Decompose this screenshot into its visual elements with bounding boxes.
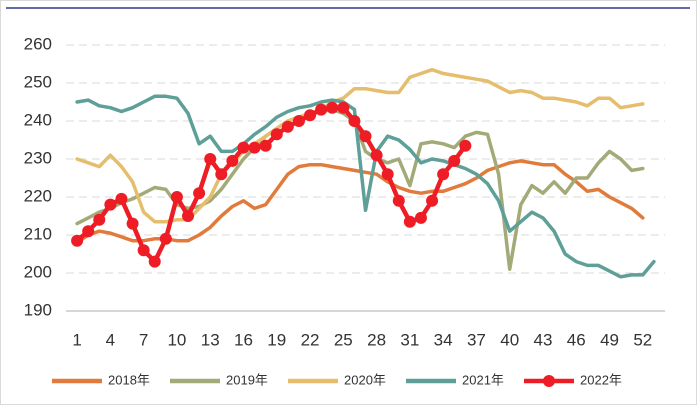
x-tick-label: 34 [434, 330, 453, 349]
point-marker [326, 101, 339, 114]
y-tick-label: 220 [24, 186, 52, 205]
x-tick-label: 22 [301, 330, 320, 349]
point-marker [437, 168, 450, 181]
point-marker [82, 225, 95, 238]
point-marker [159, 232, 172, 245]
x-tick-label: 46 [567, 330, 586, 349]
x-tick-label: 37 [467, 330, 486, 349]
x-tick-label: 16 [234, 330, 253, 349]
point-marker [337, 101, 350, 114]
series-line [75, 94, 656, 279]
point-marker [426, 194, 439, 207]
point-marker [270, 128, 283, 141]
y-tick-label: 210 [24, 224, 52, 243]
point-marker [281, 120, 294, 133]
point-marker [170, 191, 183, 203]
x-tick-label: 52 [633, 330, 652, 349]
y-tick-label: 190 [24, 300, 52, 319]
grid: 190 200 210 220 230 240 250 260 1 4 7 10 13 16 19 22 25 2… [24, 34, 665, 349]
x-tick-label: 28 [367, 330, 386, 349]
point-marker [315, 103, 328, 116]
point-marker [148, 255, 161, 268]
x-tick-label: 10 [167, 330, 186, 349]
x-tick-label: 7 [139, 330, 148, 349]
point-marker [248, 141, 261, 154]
x-tick-label: 31 [400, 330, 419, 349]
x-tick-label: 25 [334, 330, 353, 349]
legend-label: 2022年 [580, 372, 622, 387]
legend-label: 2018年 [108, 372, 150, 387]
legend-marker [543, 375, 555, 387]
legend-label: 2021年 [462, 372, 504, 387]
point-marker [292, 115, 305, 127]
y-tick-label: 200 [24, 262, 52, 281]
x-tick-label: 13 [201, 330, 220, 349]
x-tick-label: 1 [72, 330, 81, 349]
x-tick-label: 40 [500, 330, 519, 349]
x-tick-label: 43 [534, 330, 553, 349]
point-marker [237, 141, 250, 154]
point-marker [226, 154, 239, 167]
point-marker [359, 130, 372, 143]
x-tick-label: 49 [600, 330, 619, 349]
point-marker [414, 211, 427, 224]
point-marker [448, 154, 461, 167]
point-marker [204, 153, 217, 165]
y-tick-label: 250 [24, 72, 52, 91]
point-marker [348, 115, 361, 127]
point-marker [93, 213, 106, 226]
point-marker [71, 234, 84, 247]
legend: 2018年 2019年 2020年 2021年 2022年 [52, 372, 622, 387]
legend-label: 2020年 [344, 372, 386, 387]
series-lines [71, 67, 656, 279]
y-tick-label: 260 [24, 34, 52, 53]
y-tick-label: 240 [24, 110, 52, 129]
point-marker [182, 210, 195, 222]
point-marker [193, 187, 206, 200]
point-marker [115, 192, 128, 205]
y-tick-label: 230 [24, 148, 52, 167]
point-marker [304, 109, 317, 122]
legend-label: 2019年 [226, 372, 268, 387]
point-marker [137, 244, 150, 257]
point-marker [392, 194, 405, 207]
point-marker [381, 168, 394, 181]
point-marker [215, 168, 228, 181]
x-tick-label: 4 [106, 330, 115, 349]
point-marker [104, 198, 117, 211]
point-marker [403, 215, 416, 228]
x-tick-label: 19 [267, 330, 286, 349]
point-marker [126, 217, 139, 230]
point-marker [459, 139, 472, 152]
point-marker [370, 149, 383, 162]
point-marker [259, 139, 272, 152]
